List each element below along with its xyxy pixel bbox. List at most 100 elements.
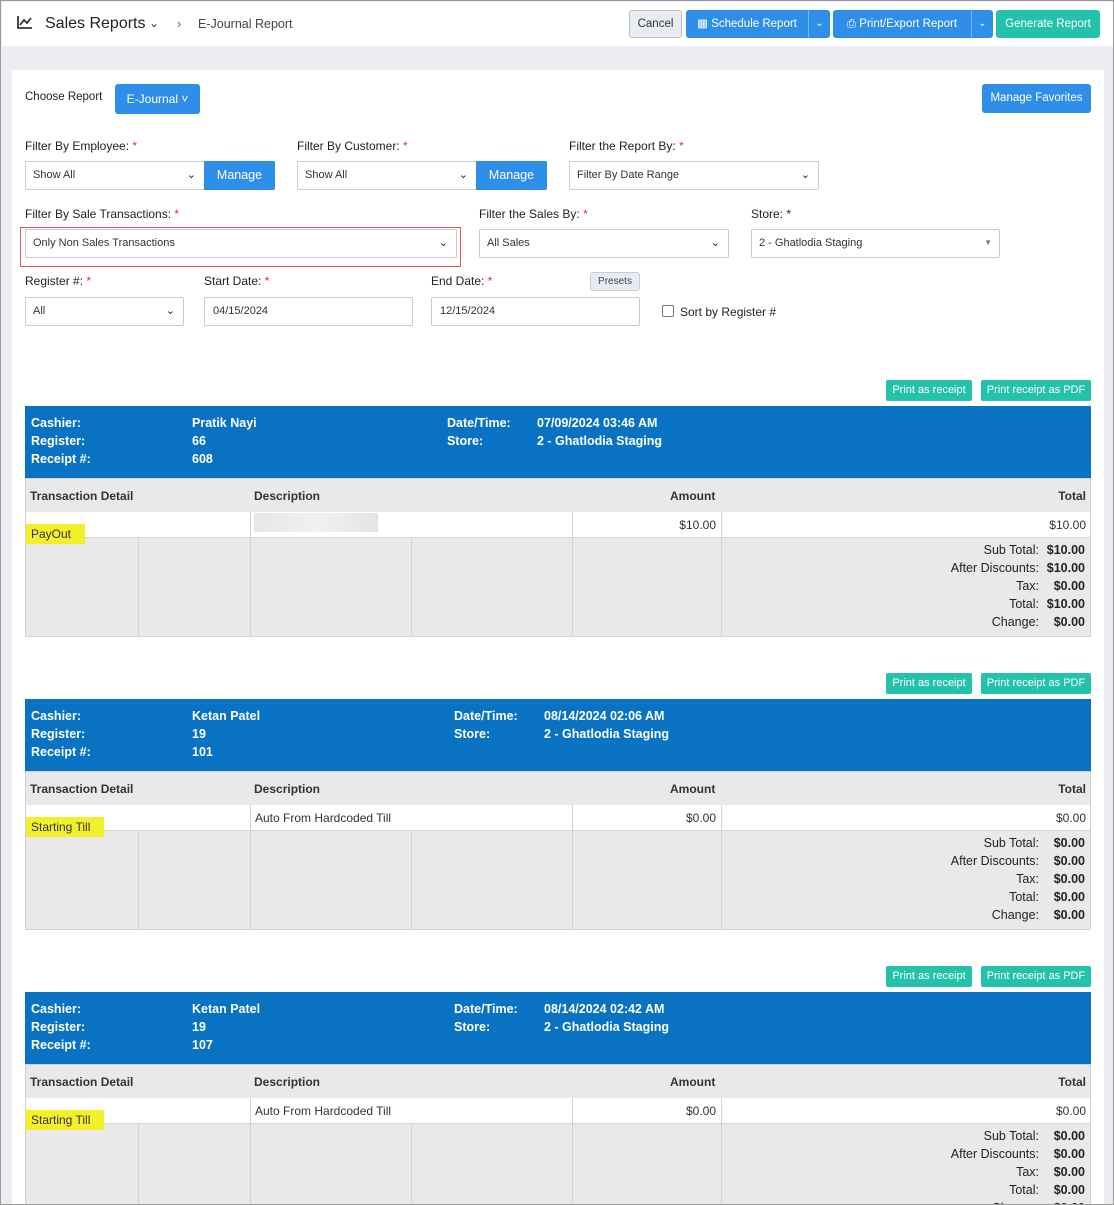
employee-select[interactable]: Show All ⌄ xyxy=(25,161,205,190)
table-row: Starting Till Auto From Hardcoded Till $… xyxy=(26,805,1090,837)
redacted-description xyxy=(254,513,378,532)
start-date-label: Start Date: * xyxy=(204,274,270,288)
sale-transactions-label: Filter By Sale Transactions: * xyxy=(25,207,180,221)
after-discounts-value: $0.00 xyxy=(1053,854,1085,868)
datetime-label: Date/Time: xyxy=(447,416,511,430)
chevron-down-icon: ⌄ xyxy=(165,305,175,317)
customer-select-value: Show All xyxy=(305,169,348,181)
highlighted-detail: PayOut xyxy=(26,524,86,544)
presets-button[interactable]: Presets xyxy=(590,272,640,291)
print-receipt-pdf-button[interactable]: Print receipt as PDF xyxy=(981,380,1091,401)
after-discounts-row: After Discounts: $0.00 xyxy=(950,854,1085,868)
receipt-number-label: Receipt #: xyxy=(31,745,91,759)
print-receipt-pdf-button[interactable]: Print receipt as PDF xyxy=(981,966,1091,987)
customer-select[interactable]: Show All ⌄ xyxy=(297,161,477,190)
amount-cell: $10.00 xyxy=(679,518,716,532)
receipt-header: Cashier: Register: Receipt #: Pratik Nay… xyxy=(25,406,1091,478)
manage-employee-button[interactable]: Manage xyxy=(204,161,275,190)
start-date-input[interactable]: 04/15/2024 xyxy=(204,297,413,326)
total-value: $10.00 xyxy=(1046,597,1085,611)
total-row: Total: $0.00 xyxy=(1009,1183,1085,1197)
chevron-down-icon[interactable]: ⌄ xyxy=(808,10,830,38)
line-total-cell: $0.00 xyxy=(1055,811,1086,825)
description-cell: Auto From Hardcoded Till xyxy=(255,1104,392,1118)
manage-customer-button[interactable]: Manage xyxy=(476,161,547,190)
schedule-report-button[interactable]: ▦ Schedule Report ⌄ xyxy=(686,10,830,38)
change-row: Change:$0.00 xyxy=(991,908,1085,922)
generate-report-button[interactable]: Generate Report xyxy=(996,10,1100,38)
choose-report-value: E-Journal xyxy=(126,92,178,106)
receipt-table: Transaction Detail Description Amount To… xyxy=(25,1064,1091,1204)
receipt-table: Transaction Detail Description Amount To… xyxy=(25,771,1091,930)
highlighted-detail: Starting Till xyxy=(26,817,105,837)
change-row: Change:$0.00 xyxy=(991,615,1085,629)
schedule-report-label: Schedule Report xyxy=(711,18,797,30)
receipt-number-value: 608 xyxy=(192,452,213,466)
print-receipt-pdf-button[interactable]: Print receipt as PDF xyxy=(981,673,1091,694)
manage-favorites-button[interactable]: Manage Favorites xyxy=(982,84,1091,113)
register-label: Register: xyxy=(31,1020,86,1034)
report-by-select[interactable]: Filter By Date Range ⌄ xyxy=(569,161,819,190)
register-value: 66 xyxy=(192,434,206,448)
chevron-right-icon: › xyxy=(177,16,182,31)
line-total-cell: $0.00 xyxy=(1055,1104,1086,1118)
sort-by-register-checkbox[interactable] xyxy=(662,305,674,317)
change-value: $0.00 xyxy=(1053,615,1085,629)
chevron-down-icon[interactable]: ⌄ xyxy=(971,10,993,38)
cashier-label: Cashier: xyxy=(31,709,82,723)
tax-row: Tax: $0.00 xyxy=(1016,872,1085,886)
store-label: Store: xyxy=(447,434,484,448)
register-label: Register: xyxy=(31,727,86,741)
table-row: Starting Till Auto From Hardcoded Till $… xyxy=(26,1098,1090,1130)
top-bar: Sales Reports ⌄ › E-Journal Report Cance… xyxy=(2,2,1113,46)
total-row: Total: $10.00 xyxy=(1009,597,1085,611)
datetime-value: 07/09/2024 03:46 AM xyxy=(537,416,658,430)
chevron-down-icon: ⌄ xyxy=(186,169,196,181)
sub-total-row: Sub Total: $0.00 xyxy=(983,836,1085,850)
col-description: Description xyxy=(254,1075,321,1089)
sales-by-select[interactable]: All Sales ⌄ xyxy=(479,229,729,258)
sales-by-label: Filter the Sales By: * xyxy=(479,207,588,221)
report-by-select-value: Filter By Date Range xyxy=(577,169,680,181)
choose-report-dropdown[interactable]: E-Journal ˅ xyxy=(115,84,200,114)
col-transaction-detail: Transaction Detail xyxy=(30,1075,134,1089)
calendar-icon: ▦ xyxy=(697,18,708,30)
register-select[interactable]: All ⌄ xyxy=(25,297,184,326)
sub-total-value: $0.00 xyxy=(1053,836,1085,850)
print-export-button[interactable]: ⎙ Print/Export Report ⌄ xyxy=(833,10,993,38)
store-label: Store: xyxy=(454,1020,491,1034)
report-by-label: Filter the Report By: * xyxy=(569,139,684,153)
sub-total-value: $10.00 xyxy=(1046,543,1085,557)
sort-by-register-label: Sort by Register # xyxy=(680,305,777,319)
page-title[interactable]: Sales Reports xyxy=(45,15,146,32)
datetime-value: 08/14/2024 02:42 AM xyxy=(544,1002,665,1016)
cashier-label: Cashier: xyxy=(31,416,82,430)
store-select[interactable]: 2 - Ghatlodia Staging ▼ xyxy=(751,229,1000,258)
sale-transactions-select-value: Only Non Sales Transactions xyxy=(33,237,175,249)
chevron-down-icon: ⌄ xyxy=(710,237,720,249)
table-header: Transaction Detail Description Amount To… xyxy=(26,479,1090,512)
receipt-header: Cashier: Register: Receipt #: Ketan Pate… xyxy=(25,699,1091,771)
breadcrumb: E-Journal Report xyxy=(198,17,293,31)
chevron-down-icon[interactable]: ⌄ xyxy=(149,16,160,30)
printer-icon: ⎙ xyxy=(846,18,857,30)
register-select-value: All xyxy=(33,305,46,317)
sub-total-value: $0.00 xyxy=(1053,1129,1085,1143)
change-value: $0.00 xyxy=(1053,908,1085,922)
amount-cell: $0.00 xyxy=(685,811,716,825)
print-as-receipt-button[interactable]: Print as receipt xyxy=(886,966,972,987)
col-transaction-detail: Transaction Detail xyxy=(30,782,134,796)
cancel-button[interactable]: Cancel xyxy=(629,10,682,38)
tax-value: $0.00 xyxy=(1053,579,1085,593)
datetime-label: Date/Time: xyxy=(454,709,518,723)
print-as-receipt-button[interactable]: Print as receipt xyxy=(886,673,972,694)
customer-filter-label: Filter By Customer: * xyxy=(297,139,408,153)
print-as-receipt-button[interactable]: Print as receipt xyxy=(886,380,972,401)
chevron-down-icon: ⌄ xyxy=(800,169,810,181)
table-row: PayOut $10.00 $10.00 xyxy=(26,512,1090,544)
highlighted-detail: Starting Till xyxy=(26,1110,105,1130)
sale-transactions-select[interactable]: Only Non Sales Transactions ⌄ xyxy=(25,229,457,258)
annotation-highlight-box xyxy=(20,227,461,267)
end-date-input[interactable]: 12/15/2024 xyxy=(431,297,640,326)
